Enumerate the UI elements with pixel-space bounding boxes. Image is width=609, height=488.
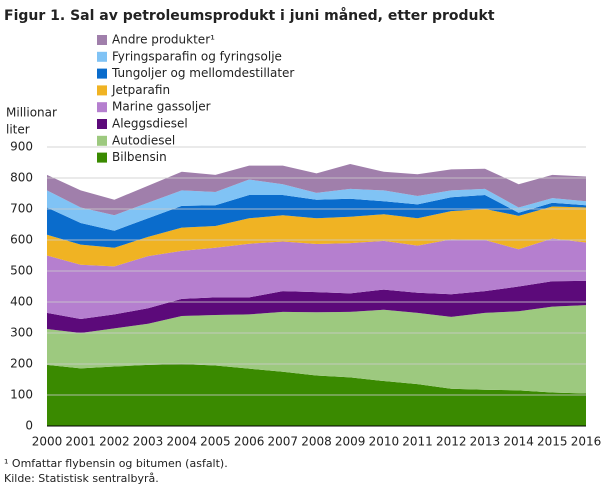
area <box>47 238 586 320</box>
area <box>47 280 586 333</box>
chart-title: Figur 1. Sal av petroleumsprodukt i juni… <box>4 7 495 24</box>
area <box>47 179 586 231</box>
y-tick-label: 900 <box>10 140 33 154</box>
legend-swatch <box>97 85 107 96</box>
y-axis-label: liter <box>6 123 30 137</box>
legend-label: Aleggsdiesel <box>112 117 188 131</box>
x-tick-label: 2015 <box>537 435 568 449</box>
x-tick-label: 2012 <box>436 435 467 449</box>
x-tick-label: 2006 <box>234 435 265 449</box>
legend-swatch <box>97 119 107 129</box>
x-tick-label: 2004 <box>166 435 197 449</box>
x-tick-label: 2003 <box>133 435 164 449</box>
x-tick-label: 2009 <box>335 435 366 449</box>
y-tick-label: 0 <box>25 419 33 433</box>
x-tick-label: 2008 <box>301 435 332 449</box>
legend-label: Jetparafin <box>111 83 170 97</box>
footnote: ¹ Omfattar flybensin og bitumen (asfalt)… <box>4 457 228 470</box>
area <box>47 195 586 248</box>
x-tick-label: 2000 <box>32 435 63 449</box>
legend-label: Tungoljer og mellomdestillater <box>111 66 294 80</box>
x-tick-label: 2005 <box>200 435 231 449</box>
legend-swatch <box>97 51 107 62</box>
legend-label: Marine gassoljer <box>112 100 211 114</box>
area <box>47 206 586 267</box>
legend-swatch <box>97 102 107 113</box>
x-tick-label: 2013 <box>470 435 501 449</box>
x-tick-label: 2007 <box>268 435 299 449</box>
y-tick-label: 700 <box>10 202 33 216</box>
y-tick-label: 300 <box>10 326 33 340</box>
source: Kilde: Statistisk sentralbyrå. <box>4 472 159 485</box>
legend-label: Andre produkter¹ <box>112 33 215 47</box>
legend-swatch <box>97 135 107 146</box>
area <box>47 305 586 394</box>
y-tick-label: 400 <box>10 295 33 309</box>
y-tick-label: 100 <box>10 388 33 402</box>
x-tick-label: 2001 <box>65 435 96 449</box>
x-tick-label: 2016 <box>571 435 602 449</box>
y-tick-label: 200 <box>10 357 33 371</box>
legend-swatch <box>97 68 107 79</box>
x-tick-label: 2002 <box>99 435 130 449</box>
y-axis-label: Millionar <box>6 106 57 120</box>
x-tick-label: 2011 <box>402 435 433 449</box>
y-tick-label: 500 <box>10 264 33 278</box>
x-tick-label: 2014 <box>503 435 534 449</box>
legend-swatch <box>97 35 107 45</box>
legend-label: Fyringsparafin og fyringsolje <box>112 49 282 63</box>
area <box>47 164 586 216</box>
legend-label: Bilbensin <box>112 150 167 164</box>
x-tick-label: 2010 <box>369 435 400 449</box>
legend-swatch <box>97 152 107 163</box>
y-tick-label: 600 <box>10 233 33 247</box>
y-tick-label: 800 <box>10 171 33 185</box>
legend-label: Autodiesel <box>112 133 175 147</box>
